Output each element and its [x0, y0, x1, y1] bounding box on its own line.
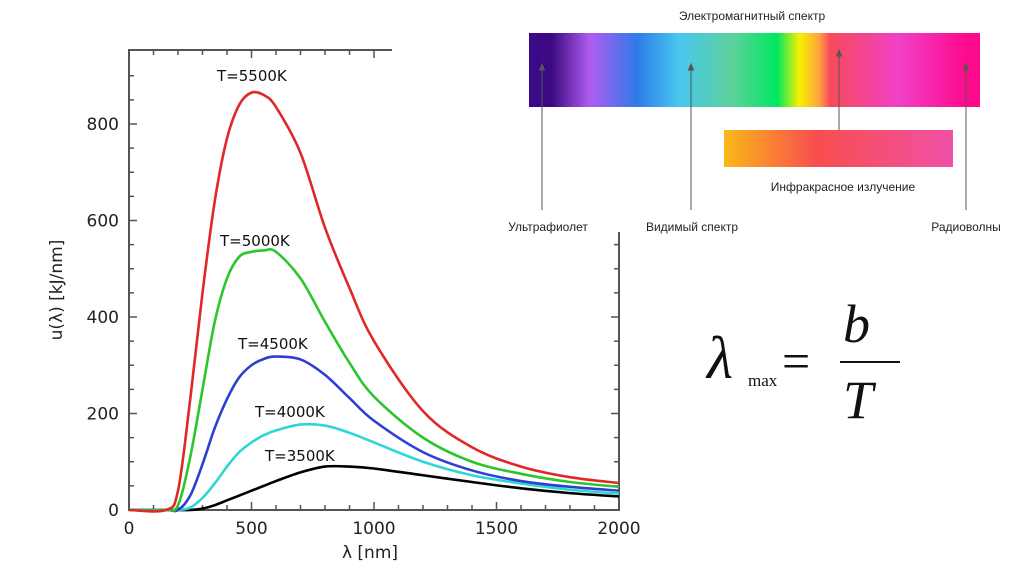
- y-tick-label: 600: [87, 212, 119, 232]
- formula-lambda: λ: [705, 325, 733, 391]
- series-label: T=4000K: [254, 403, 326, 421]
- x-tick-label: 2000: [597, 519, 640, 539]
- spectrum-title: Электромагнитный спектр: [679, 9, 826, 23]
- wien-formula: λ max = b T: [705, 294, 900, 430]
- series-label: T=5500K: [216, 67, 288, 85]
- arrow-up-icon: [538, 62, 546, 71]
- series-line-5500k: [128, 90, 620, 513]
- x-axis-title: λ [nm]: [342, 543, 398, 563]
- ultraviolet-label: Ультрафиолет: [508, 220, 588, 234]
- x-tick-label: 1500: [475, 519, 518, 539]
- spectrum-bar: [529, 33, 980, 107]
- series-line-4000k: [129, 422, 620, 512]
- formula-equals: =: [782, 333, 810, 389]
- arrow-up-icon: [835, 48, 843, 57]
- y-tick-label: 400: [87, 308, 119, 328]
- arrow-up-icon: [962, 62, 970, 71]
- series-line-4500k: [129, 355, 620, 513]
- series-line-5000k: [128, 248, 620, 512]
- y-tick-label: 200: [87, 405, 119, 425]
- formula-subscript: max: [748, 371, 778, 390]
- formula-denominator: T: [843, 370, 877, 430]
- radio-label: Радиоволны: [931, 220, 1001, 234]
- formula-numerator: b: [843, 294, 870, 354]
- curve-labels: T=5500K T=5000K T=4500K T=4000K T=3500K: [216, 67, 336, 465]
- curves: [128, 90, 620, 513]
- series-line-3500k: [129, 464, 620, 512]
- x-tick-label: 1000: [352, 519, 395, 539]
- infrared-label: Инфракрасное излучение: [771, 180, 916, 194]
- series-label: T=3500K: [264, 447, 336, 465]
- infrared-bar: [724, 130, 953, 167]
- y-tick-label: 0: [108, 501, 119, 521]
- electromagnetic-spectrum: Электромагнитный спектр Инфракрасное изл…: [508, 9, 1001, 234]
- arrow-up-icon: [687, 62, 695, 71]
- x-tick-label: 0: [124, 519, 135, 539]
- y-axis-title: u(λ) [kJ/nm]: [47, 240, 67, 341]
- x-tick-label: 500: [235, 519, 267, 539]
- tick-labels: 0 500 1000 1500 2000 0 200 400 600 800: [87, 115, 641, 539]
- visible-label: Видимый спектр: [646, 220, 738, 234]
- series-label: T=5000K: [219, 232, 291, 250]
- y-tick-label: 800: [87, 115, 119, 135]
- series-label: T=4500K: [237, 335, 309, 353]
